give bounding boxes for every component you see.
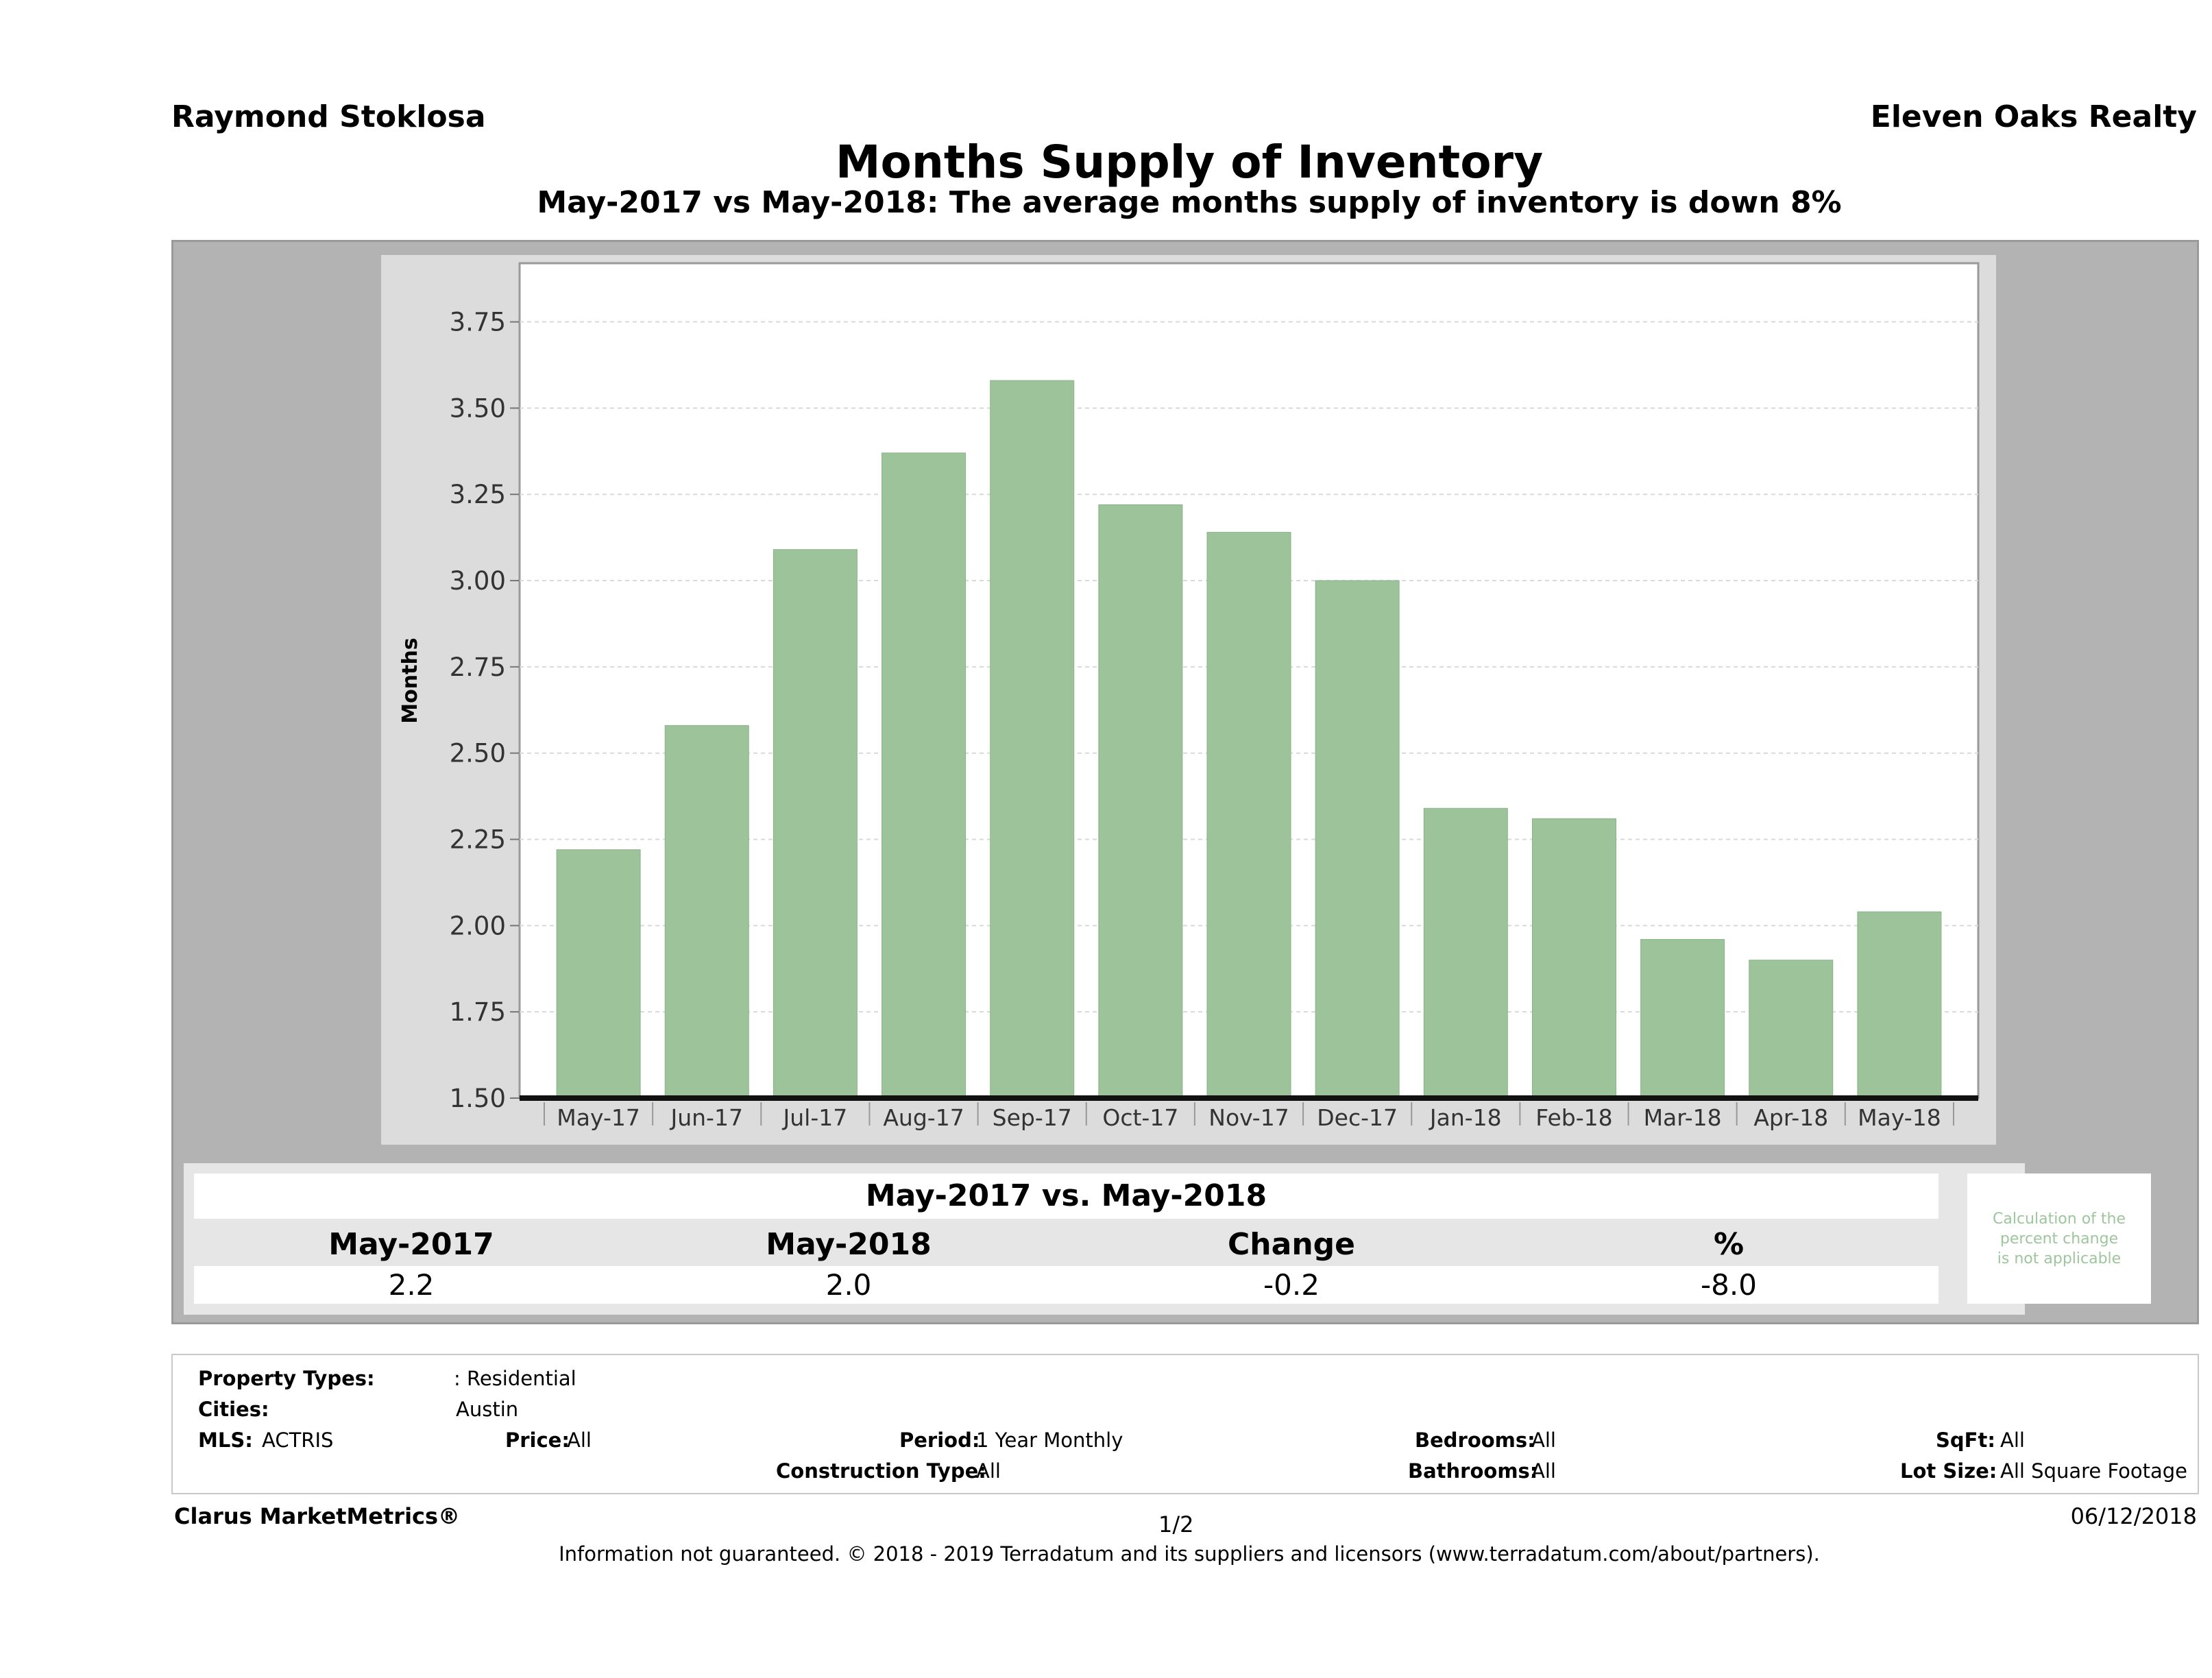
- bar: [1749, 960, 1834, 1099]
- bar: [1206, 532, 1291, 1099]
- property-types-value: : Residential: [454, 1367, 576, 1390]
- x-tick-label: Mar-18: [1644, 1104, 1722, 1131]
- x-tick-label: Dec-17: [1317, 1104, 1398, 1131]
- x-tick-label: Jan-18: [1429, 1104, 1502, 1131]
- x-tick-label: Feb-18: [1535, 1104, 1612, 1131]
- percent-change-note: Calculation of the percent change is not…: [1967, 1174, 2151, 1304]
- x-tick-label: May-18: [1858, 1104, 1941, 1131]
- period-value: 1 Year Monthly: [976, 1428, 1123, 1452]
- y-tick-label: 2.25: [450, 825, 506, 855]
- y-tick-label: 3.50: [450, 393, 506, 423]
- bathrooms-value: All: [1531, 1459, 1556, 1483]
- bar: [1531, 818, 1616, 1099]
- note-line: percent change: [2000, 1230, 2119, 1248]
- value-change: -0.2: [1263, 1268, 1320, 1302]
- note-line: Calculation of the: [1992, 1210, 2126, 1228]
- y-tick-label: 2.75: [450, 653, 506, 682]
- report-date: 06/12/2018: [2070, 1503, 2197, 1529]
- cities-label: Cities:: [198, 1398, 269, 1421]
- x-tick-label: Nov-17: [1208, 1104, 1289, 1131]
- construction-type-label: Construction Type:: [776, 1459, 986, 1483]
- mls-label: MLS:: [198, 1428, 253, 1452]
- bar: [882, 452, 967, 1099]
- construction-type-value: All: [976, 1459, 1001, 1483]
- x-tick-label: Apr-18: [1753, 1104, 1828, 1131]
- sqft-value: All: [2000, 1428, 2025, 1452]
- bar: [664, 725, 749, 1099]
- col-header-may-2017: May-2017: [328, 1227, 494, 1262]
- y-axis-label: Months: [398, 637, 422, 723]
- bar-chart: 1.50 1.75 2.00 2.25 2.50 2.75 3.00 3.25 3.50 3.75…: [398, 262, 1980, 1131]
- lot-size-value: All Square Footage: [2000, 1459, 2188, 1483]
- company-name: Eleven Oaks Realty: [1870, 99, 2197, 134]
- filter-summary: Property Types: : Residential Cities: Au…: [171, 1354, 2199, 1494]
- bar: [773, 549, 858, 1099]
- y-tick-label: 3.75: [450, 308, 506, 337]
- y-tick-label: 2.00: [450, 911, 506, 940]
- bar: [1098, 504, 1183, 1099]
- chart-title: Months Supply of Inventory: [835, 136, 1544, 189]
- y-tick-label: 1.50: [450, 1084, 506, 1113]
- x-tick-label: May-17: [557, 1104, 640, 1131]
- x-tick-label: Jul-17: [782, 1104, 848, 1131]
- x-tick-label: Aug-17: [883, 1104, 964, 1131]
- chart-subtitle: May-2017 vs May-2018: The average months…: [537, 185, 1842, 220]
- page-number: 1/2: [1158, 1511, 1194, 1537]
- col-header-percent: %: [1713, 1227, 1745, 1262]
- y-tick-label: 1.75: [450, 997, 506, 1027]
- value-may-2018: 2.0: [825, 1268, 872, 1302]
- y-tick-label: 3.00: [450, 566, 506, 596]
- brand-name: Clarus MarketMetrics®: [174, 1503, 461, 1529]
- bar: [1423, 807, 1508, 1099]
- bar: [990, 380, 1075, 1099]
- value-percent: -8.0: [1701, 1268, 1757, 1302]
- period-label: Period:: [899, 1428, 980, 1452]
- comparison-heading: May-2017 vs. May-2018: [194, 1174, 1938, 1219]
- note-line: is not applicable: [1997, 1250, 2122, 1267]
- disclaimer: Information not guaranteed. © 2018 - 201…: [559, 1542, 1820, 1566]
- bathrooms-label: Bathrooms:: [1408, 1459, 1538, 1483]
- col-header-change: Change: [1228, 1227, 1355, 1262]
- price-value: All: [567, 1428, 592, 1452]
- x-tick-label: Jun-17: [669, 1104, 742, 1131]
- bar: [1857, 911, 1942, 1099]
- comparison-value-row: [194, 1266, 1938, 1304]
- mls-value: ACTRIS: [262, 1428, 334, 1452]
- bar: [556, 849, 641, 1099]
- price-label: Price:: [505, 1428, 570, 1452]
- bedrooms-label: Bedrooms:: [1415, 1428, 1535, 1452]
- agent-name: Raymond Stoklosa: [171, 99, 486, 134]
- x-tick-label: Oct-17: [1102, 1104, 1178, 1131]
- cities-value: Austin: [456, 1398, 519, 1421]
- bar: [1640, 938, 1725, 1099]
- property-types-label: Property Types:: [198, 1367, 375, 1390]
- value-may-2017: 2.2: [388, 1268, 435, 1302]
- bar: [1315, 580, 1400, 1099]
- col-header-may-2018: May-2018: [766, 1227, 932, 1262]
- y-tick-label: 2.50: [450, 739, 506, 768]
- lot-size-label: Lot Size:: [1900, 1459, 1997, 1483]
- bedrooms-value: All: [1531, 1428, 1556, 1452]
- y-tick-label: 3.25: [450, 480, 506, 509]
- sqft-label: SqFt:: [1936, 1428, 1995, 1452]
- x-tick-label: Sep-17: [993, 1104, 1072, 1131]
